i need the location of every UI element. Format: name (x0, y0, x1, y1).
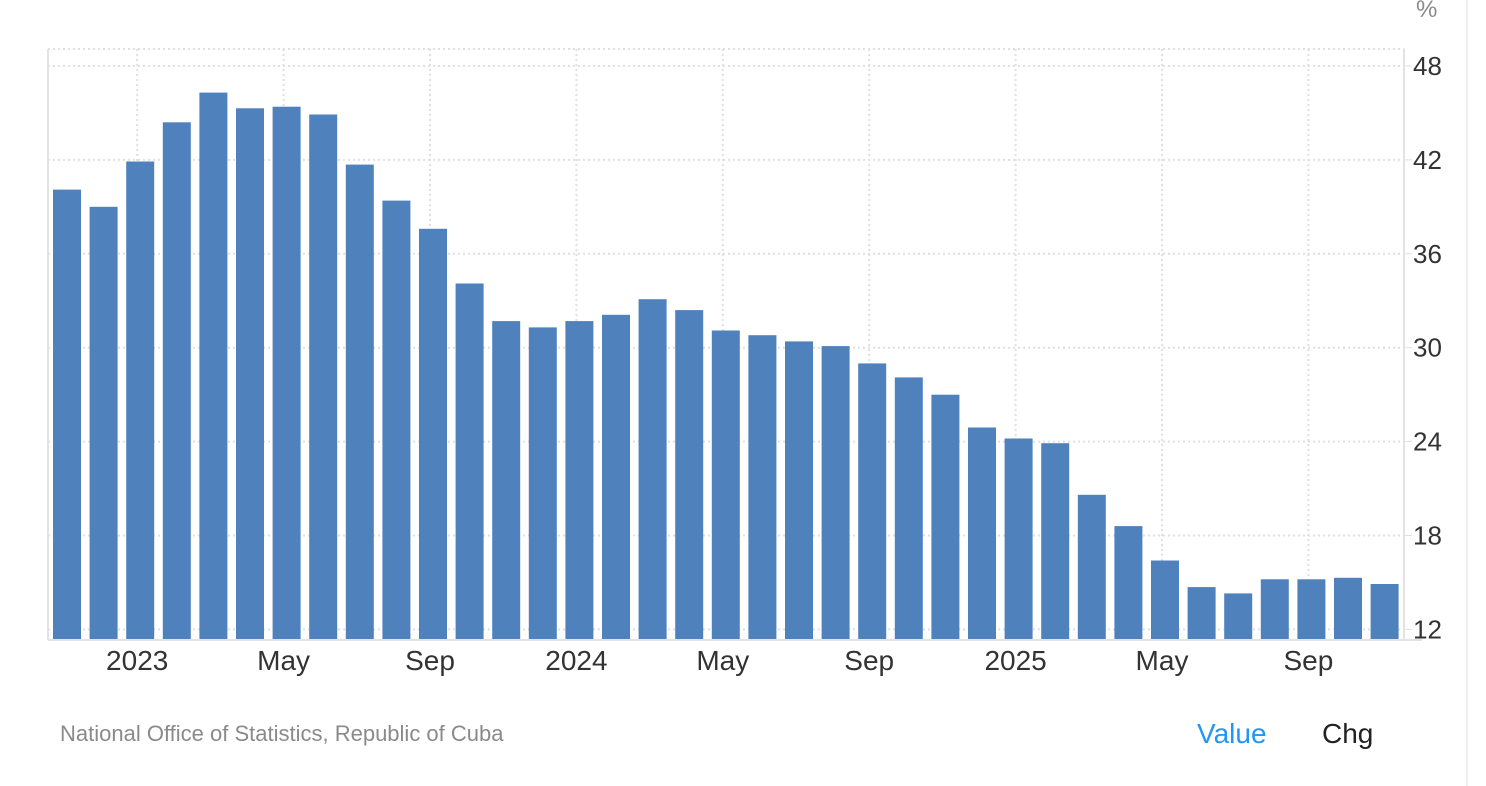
bar[interactable] (894, 377, 923, 640)
bar[interactable] (602, 314, 630, 640)
bar[interactable] (53, 189, 81, 640)
bar[interactable] (89, 206, 118, 640)
bar[interactable] (1187, 587, 1216, 640)
bar[interactable] (785, 341, 813, 640)
axes (47, 49, 1422, 641)
bar[interactable] (1151, 560, 1179, 641)
bar[interactable] (272, 106, 301, 640)
bar[interactable] (455, 283, 484, 641)
bars (53, 92, 1399, 641)
bar[interactable] (126, 161, 155, 641)
x-tick-label: Sep (1283, 645, 1333, 676)
x-tick-label: 2024 (545, 645, 607, 676)
y-tick-label: 24 (1413, 427, 1442, 457)
y-tick-label: 42 (1413, 145, 1442, 175)
bar[interactable] (675, 310, 704, 640)
bar[interactable] (1077, 494, 1106, 640)
bar[interactable] (1370, 584, 1399, 640)
bar[interactable] (1224, 593, 1253, 640)
page-border-divider (1466, 0, 1468, 786)
y-axis-ticks: 12 18 24 30 36 42 48 (1413, 51, 1442, 644)
x-tick-label: Sep (405, 645, 455, 676)
bar[interactable] (236, 108, 264, 641)
x-tick-label: May (1136, 645, 1189, 676)
bar[interactable] (419, 228, 447, 641)
bar[interactable] (858, 363, 887, 640)
y-tick-label: 18 (1413, 521, 1442, 551)
source-label: National Office of Statistics, Republic … (60, 721, 504, 746)
bar[interactable] (1114, 526, 1143, 640)
bar[interactable] (162, 122, 191, 641)
bar[interactable] (345, 164, 374, 640)
y-tick-label: 30 (1413, 333, 1442, 363)
bar[interactable] (711, 330, 740, 641)
bar[interactable] (638, 299, 667, 640)
bar[interactable] (968, 427, 996, 641)
y-axis-unit-label: % (1416, 0, 1438, 23)
x-tick-label: 2023 (106, 645, 168, 676)
y-tick-label: 12 (1413, 614, 1442, 644)
y-tick-label: 36 (1413, 239, 1442, 269)
bar[interactable] (821, 346, 850, 640)
x-tick-label: May (696, 645, 749, 676)
bar[interactable] (1334, 577, 1362, 640)
bar[interactable] (748, 335, 777, 640)
bar[interactable] (528, 327, 557, 640)
x-tick-label: 2025 (984, 645, 1046, 676)
bar[interactable] (1041, 443, 1070, 640)
bar[interactable] (931, 394, 960, 640)
bar[interactable] (492, 321, 521, 640)
bar[interactable] (565, 321, 594, 640)
bar[interactable] (309, 114, 338, 641)
x-tick-label: May (257, 645, 310, 676)
y-tick-label: 48 (1413, 51, 1442, 81)
value-toggle-button[interactable]: Value (1197, 718, 1267, 749)
bar[interactable] (1004, 438, 1033, 641)
x-tick-label: Sep (844, 645, 894, 676)
bar[interactable] (1260, 579, 1289, 640)
change-toggle-button[interactable]: Chg (1322, 718, 1374, 749)
bar[interactable] (1297, 579, 1326, 640)
bar[interactable] (382, 200, 411, 640)
bar[interactable] (199, 92, 228, 641)
x-axis-ticks: 2023 May Sep 2024 May Sep 2025 May Sep (106, 645, 1333, 676)
